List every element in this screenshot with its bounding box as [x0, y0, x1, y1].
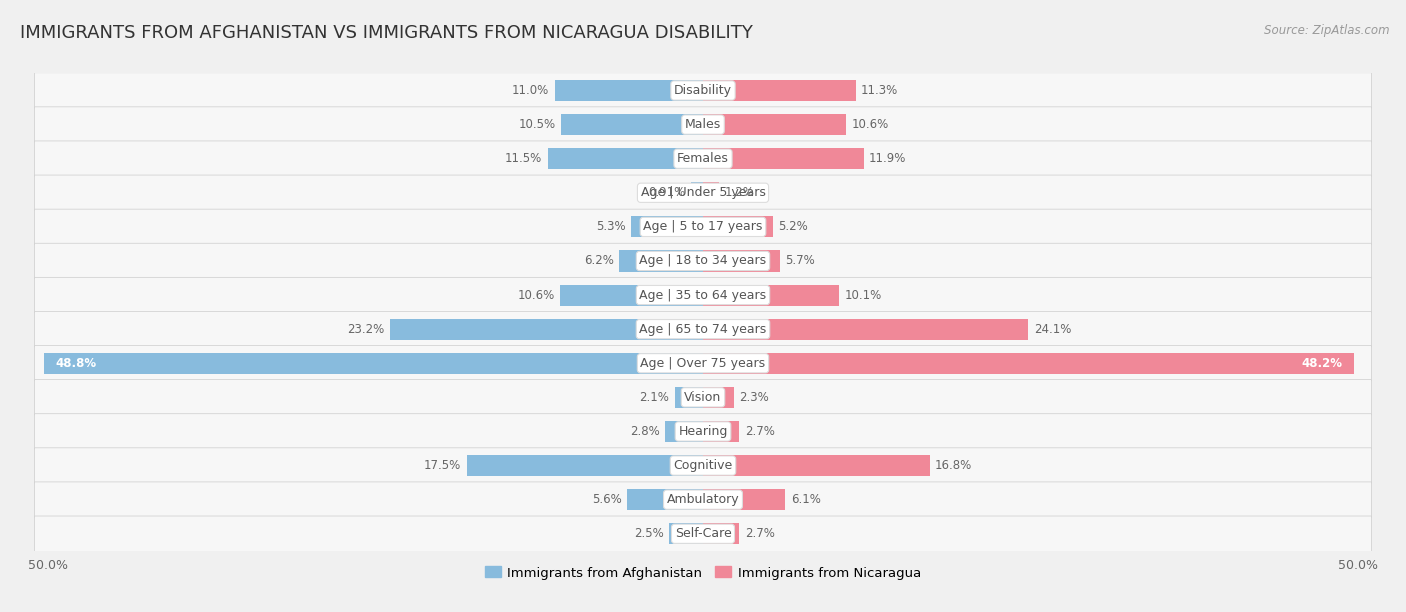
Bar — [561, 114, 703, 135]
Text: Age | 35 to 64 years: Age | 35 to 64 years — [640, 289, 766, 302]
Text: Self-Care: Self-Care — [675, 528, 731, 540]
Bar — [703, 353, 1354, 374]
Text: 2.7%: 2.7% — [745, 425, 775, 438]
Text: 5.7%: 5.7% — [786, 255, 815, 267]
Bar — [665, 421, 703, 442]
Text: IMMIGRANTS FROM AFGHANISTAN VS IMMIGRANTS FROM NICARAGUA DISABILITY: IMMIGRANTS FROM AFGHANISTAN VS IMMIGRANT… — [20, 24, 752, 42]
Text: 50.0%: 50.0% — [28, 559, 67, 572]
FancyBboxPatch shape — [35, 141, 1371, 176]
Text: 23.2%: 23.2% — [347, 323, 384, 335]
Bar — [690, 182, 703, 203]
Bar — [703, 489, 786, 510]
Text: 1.2%: 1.2% — [724, 186, 755, 200]
Text: 11.9%: 11.9% — [869, 152, 907, 165]
Text: Cognitive: Cognitive — [673, 459, 733, 472]
FancyBboxPatch shape — [35, 482, 1371, 517]
Bar — [389, 319, 703, 340]
Bar — [675, 387, 703, 408]
Text: 2.1%: 2.1% — [640, 391, 669, 404]
Text: 2.7%: 2.7% — [745, 528, 775, 540]
FancyBboxPatch shape — [35, 209, 1371, 245]
Text: Source: ZipAtlas.com: Source: ZipAtlas.com — [1264, 24, 1389, 37]
Text: Age | 65 to 74 years: Age | 65 to 74 years — [640, 323, 766, 335]
FancyBboxPatch shape — [35, 448, 1371, 483]
Text: Age | Under 5 years: Age | Under 5 years — [641, 186, 765, 200]
Text: 10.1%: 10.1% — [845, 289, 882, 302]
FancyBboxPatch shape — [35, 243, 1371, 278]
Text: 17.5%: 17.5% — [425, 459, 461, 472]
Text: Age | 5 to 17 years: Age | 5 to 17 years — [644, 220, 762, 233]
Bar — [467, 455, 703, 476]
Text: 5.3%: 5.3% — [596, 220, 626, 233]
FancyBboxPatch shape — [35, 107, 1371, 143]
FancyBboxPatch shape — [35, 346, 1371, 381]
Text: 48.8%: 48.8% — [55, 357, 96, 370]
Text: 11.0%: 11.0% — [512, 84, 550, 97]
Bar — [703, 285, 839, 305]
Bar — [669, 523, 703, 544]
FancyBboxPatch shape — [35, 277, 1371, 313]
Text: 10.6%: 10.6% — [852, 118, 889, 131]
FancyBboxPatch shape — [35, 516, 1371, 551]
Bar — [703, 148, 863, 170]
Legend: Immigrants from Afghanistan, Immigrants from Nicaragua: Immigrants from Afghanistan, Immigrants … — [479, 561, 927, 585]
Bar — [703, 455, 929, 476]
Text: Hearing: Hearing — [678, 425, 728, 438]
Text: 10.6%: 10.6% — [517, 289, 554, 302]
Text: 2.8%: 2.8% — [630, 425, 659, 438]
Bar — [627, 489, 703, 510]
Bar — [703, 523, 740, 544]
Text: 2.3%: 2.3% — [740, 391, 769, 404]
Bar — [703, 182, 720, 203]
FancyBboxPatch shape — [35, 312, 1371, 347]
Bar — [703, 319, 1028, 340]
Text: Age | 18 to 34 years: Age | 18 to 34 years — [640, 255, 766, 267]
Text: Vision: Vision — [685, 391, 721, 404]
Bar — [703, 216, 773, 237]
Bar — [619, 250, 703, 272]
Bar — [45, 353, 703, 374]
Text: 6.1%: 6.1% — [790, 493, 821, 506]
Text: 0.91%: 0.91% — [648, 186, 685, 200]
Bar — [703, 387, 734, 408]
Text: 24.1%: 24.1% — [1033, 323, 1071, 335]
Text: 11.3%: 11.3% — [860, 84, 898, 97]
Bar — [703, 421, 740, 442]
FancyBboxPatch shape — [35, 73, 1371, 108]
Bar — [703, 114, 846, 135]
Text: 11.5%: 11.5% — [505, 152, 543, 165]
Text: 5.2%: 5.2% — [779, 220, 808, 233]
FancyBboxPatch shape — [35, 175, 1371, 211]
Text: 2.5%: 2.5% — [634, 528, 664, 540]
Text: Ambulatory: Ambulatory — [666, 493, 740, 506]
Text: 6.2%: 6.2% — [583, 255, 614, 267]
Bar — [560, 285, 703, 305]
Text: Age | Over 75 years: Age | Over 75 years — [641, 357, 765, 370]
Text: 16.8%: 16.8% — [935, 459, 973, 472]
Text: Disability: Disability — [673, 84, 733, 97]
Bar — [554, 80, 703, 101]
Text: 50.0%: 50.0% — [1339, 559, 1378, 572]
Text: Females: Females — [678, 152, 728, 165]
FancyBboxPatch shape — [35, 414, 1371, 449]
Text: 48.2%: 48.2% — [1302, 357, 1343, 370]
Text: 5.6%: 5.6% — [592, 493, 621, 506]
Text: 10.5%: 10.5% — [519, 118, 555, 131]
Bar — [631, 216, 703, 237]
FancyBboxPatch shape — [35, 379, 1371, 415]
Bar — [703, 250, 780, 272]
Bar — [548, 148, 703, 170]
Bar — [703, 80, 855, 101]
Text: Males: Males — [685, 118, 721, 131]
